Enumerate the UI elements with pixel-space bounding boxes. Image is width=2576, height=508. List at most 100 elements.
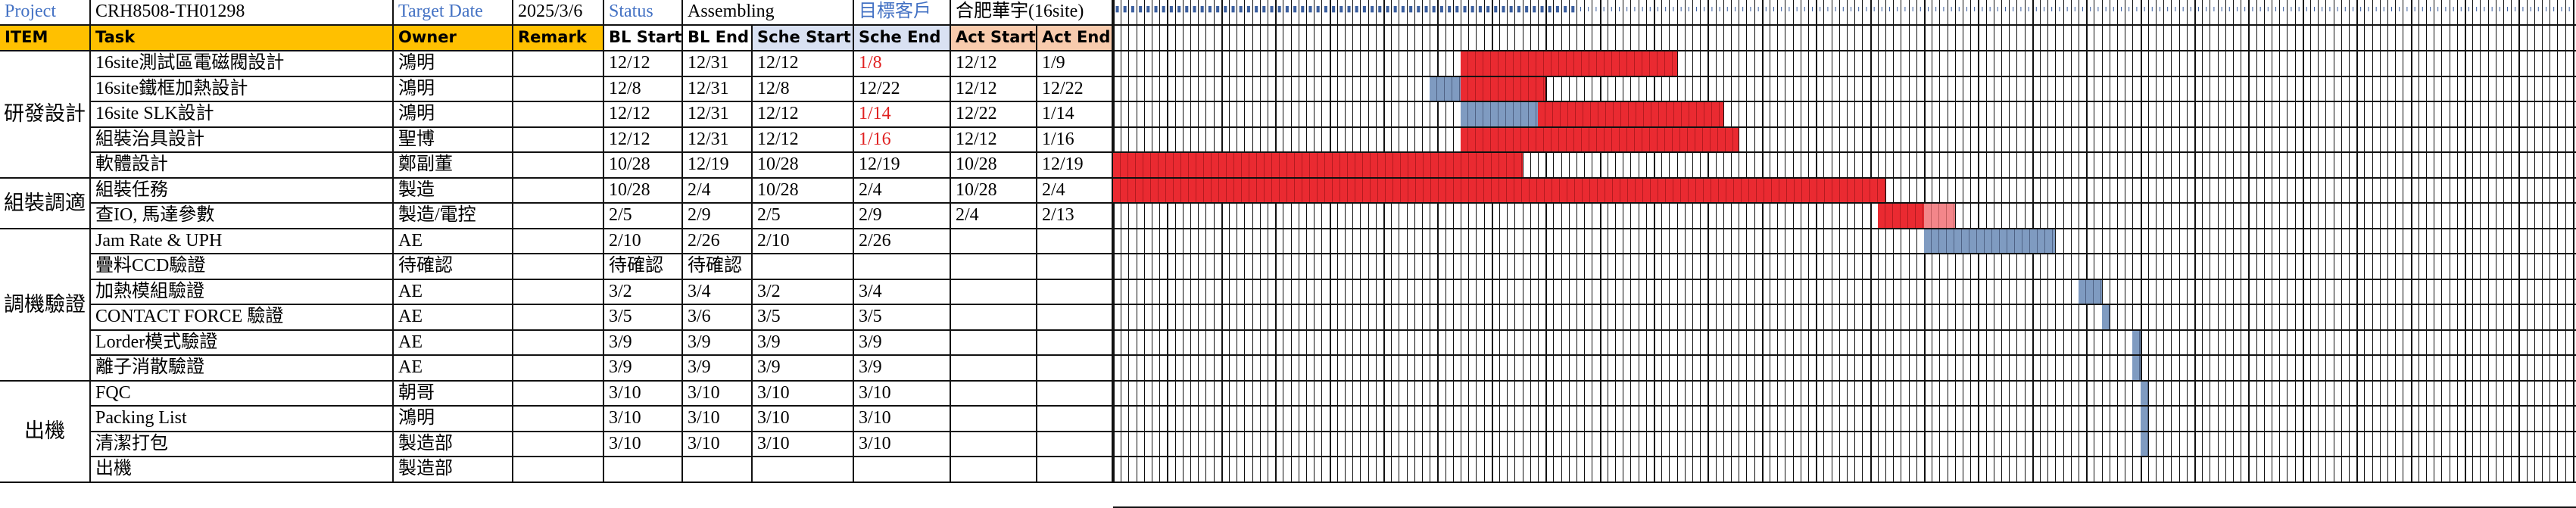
cell-act-end[interactable] xyxy=(1037,432,1113,457)
cell-bl-end[interactable] xyxy=(683,457,753,483)
cell-task[interactable]: 出機 xyxy=(91,457,394,483)
gantt-bar-actual-late[interactable] xyxy=(1924,204,1955,228)
customer-value[interactable]: 合肥華宇(16site) xyxy=(951,0,1113,26)
cell-sche-start[interactable]: 10/28 xyxy=(753,178,854,204)
cell-task[interactable]: Jam Rate & UPH xyxy=(91,229,394,254)
cell-sche-start[interactable]: 3/9 xyxy=(753,356,854,382)
cell-task[interactable]: Packing List xyxy=(91,407,394,432)
cell-sche-start[interactable]: 3/9 xyxy=(753,330,854,356)
cell-sche-end[interactable]: 3/10 xyxy=(854,381,951,407)
cell-task[interactable]: 16site SLK設計 xyxy=(91,102,394,128)
cell-sche-start[interactable] xyxy=(753,254,854,280)
cell-owner[interactable]: 製造部 xyxy=(394,432,513,457)
gantt-bar-actual[interactable] xyxy=(1461,76,1546,101)
cell-remark[interactable] xyxy=(513,178,604,204)
cell-owner[interactable]: 鴻明 xyxy=(394,407,513,432)
cell-bl-start[interactable]: 3/10 xyxy=(604,381,683,407)
cell-act-end[interactable] xyxy=(1037,279,1113,305)
item-group[interactable]: 組裝調適 xyxy=(0,178,91,229)
cell-bl-start[interactable]: 12/12 xyxy=(604,51,683,77)
cell-bl-start[interactable]: 3/9 xyxy=(604,356,683,382)
gantt-bar-actual[interactable] xyxy=(1538,102,1723,126)
cell-act-end[interactable] xyxy=(1037,305,1113,331)
gantt-bar-schedule[interactable] xyxy=(2140,407,2148,431)
target-date-label[interactable]: Target Date xyxy=(394,0,513,26)
cell-bl-end[interactable]: 3/10 xyxy=(683,407,753,432)
cell-task[interactable]: 離子消散驗證 xyxy=(91,356,394,382)
cell-bl-end[interactable]: 12/31 xyxy=(683,127,753,153)
cell-task[interactable]: 軟體設計 xyxy=(91,153,394,179)
cell-act-end[interactable] xyxy=(1037,330,1113,356)
cell-sche-start[interactable]: 12/12 xyxy=(753,127,854,153)
cell-act-end[interactable]: 1/16 xyxy=(1037,127,1113,153)
status-label[interactable]: Status xyxy=(604,0,683,26)
gantt-bar-actual[interactable] xyxy=(1877,204,1924,228)
cell-remark[interactable] xyxy=(513,229,604,254)
gantt-bar-schedule[interactable] xyxy=(1461,102,1538,126)
cell-remark[interactable] xyxy=(513,51,604,77)
cell-sche-end[interactable] xyxy=(854,457,951,483)
cell-act-end[interactable]: 12/22 xyxy=(1037,76,1113,102)
cell-sche-end[interactable]: 3/4 xyxy=(854,279,951,305)
cell-task[interactable]: 疊料CCD驗證 xyxy=(91,254,394,280)
cell-owner[interactable]: 鴻明 xyxy=(394,51,513,77)
column-header-sche-start[interactable]: Sche Start xyxy=(753,26,854,51)
cell-bl-start[interactable]: 10/28 xyxy=(604,178,683,204)
cell-remark[interactable] xyxy=(513,457,604,483)
cell-sche-end[interactable]: 1/16 xyxy=(854,127,951,153)
column-header-owner[interactable]: Owner xyxy=(394,26,513,51)
cell-bl-start[interactable]: 2/10 xyxy=(604,229,683,254)
cell-act-start[interactable] xyxy=(951,356,1037,382)
cell-task[interactable]: CONTACT FORCE 驗證 xyxy=(91,305,394,331)
gantt-bar-actual[interactable] xyxy=(1461,51,1677,76)
cell-bl-end[interactable]: 2/26 xyxy=(683,229,753,254)
cell-sche-end[interactable]: 3/9 xyxy=(854,330,951,356)
gantt-bar-actual[interactable] xyxy=(1113,153,1523,177)
cell-owner[interactable]: 聖博 xyxy=(394,127,513,153)
cell-act-end[interactable] xyxy=(1037,407,1113,432)
cell-remark[interactable] xyxy=(513,204,604,229)
cell-task[interactable]: 組裝任務 xyxy=(91,178,394,204)
cell-act-start[interactable] xyxy=(951,330,1037,356)
cell-bl-end[interactable]: 3/10 xyxy=(683,381,753,407)
cell-act-end[interactable] xyxy=(1037,356,1113,382)
cell-act-end[interactable]: 1/9 xyxy=(1037,51,1113,77)
item-group[interactable]: 出機 xyxy=(0,381,91,483)
cell-act-end[interactable]: 12/19 xyxy=(1037,153,1113,179)
cell-task[interactable]: 加熱模組驗證 xyxy=(91,279,394,305)
cell-bl-start[interactable]: 3/10 xyxy=(604,407,683,432)
cell-remark[interactable] xyxy=(513,127,604,153)
cell-bl-end[interactable]: 2/4 xyxy=(683,178,753,204)
cell-sche-end[interactable]: 3/10 xyxy=(854,432,951,457)
gantt-bar-schedule[interactable] xyxy=(2132,356,2141,380)
cell-owner[interactable]: 鴻明 xyxy=(394,76,513,102)
cell-act-end[interactable] xyxy=(1037,254,1113,280)
cell-owner[interactable]: 製造/電控 xyxy=(394,204,513,229)
column-header-sche-end[interactable]: Sche End xyxy=(854,26,951,51)
cell-act-end[interactable] xyxy=(1037,229,1113,254)
cell-owner[interactable]: 鴻明 xyxy=(394,102,513,128)
cell-act-end[interactable] xyxy=(1037,457,1113,483)
cell-bl-start[interactable]: 3/2 xyxy=(604,279,683,305)
gantt-bar-schedule[interactable] xyxy=(2132,330,2141,354)
cell-bl-start[interactable]: 12/12 xyxy=(604,127,683,153)
gantt-bar-schedule[interactable] xyxy=(2140,381,2148,405)
cell-bl-end[interactable]: 12/31 xyxy=(683,76,753,102)
cell-sche-start[interactable] xyxy=(753,457,854,483)
cell-owner[interactable]: 待確認 xyxy=(394,254,513,280)
gantt-bar-schedule[interactable] xyxy=(1430,76,1461,101)
cell-act-start[interactable] xyxy=(951,381,1037,407)
cell-sche-end[interactable]: 1/8 xyxy=(854,51,951,77)
cell-act-start[interactable] xyxy=(951,432,1037,457)
cell-bl-end[interactable]: 12/31 xyxy=(683,51,753,77)
cell-remark[interactable] xyxy=(513,407,604,432)
project-label[interactable]: Project xyxy=(0,0,91,26)
cell-act-end[interactable] xyxy=(1037,381,1113,407)
cell-task[interactable]: 查IO, 馬達參數 xyxy=(91,204,394,229)
cell-sche-start[interactable]: 3/5 xyxy=(753,305,854,331)
gantt-bar-actual[interactable] xyxy=(1461,127,1739,151)
cell-sche-end[interactable]: 2/26 xyxy=(854,229,951,254)
gantt-bar-schedule[interactable] xyxy=(1924,229,2056,253)
cell-owner[interactable]: 製造 xyxy=(394,178,513,204)
cell-sche-end[interactable] xyxy=(854,254,951,280)
